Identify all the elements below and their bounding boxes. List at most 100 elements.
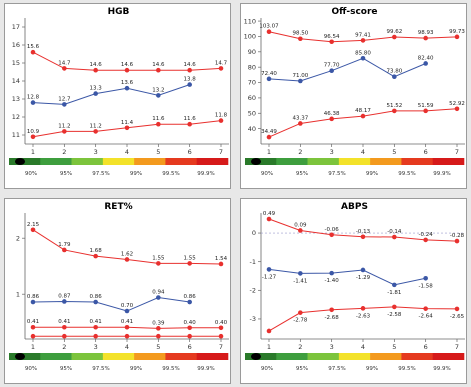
data-label: -0.24 xyxy=(419,232,434,238)
data-point xyxy=(62,299,67,304)
y-tick-label: 12 xyxy=(12,113,20,121)
data-label: 14.6 xyxy=(152,62,165,68)
scale-percent-label: 95% xyxy=(60,171,72,177)
scale-segment xyxy=(134,158,166,165)
data-label: 13.8 xyxy=(184,77,197,83)
scale-percent-label: 95% xyxy=(296,171,308,177)
data-point xyxy=(423,237,428,243)
x-tick-label: 7 xyxy=(455,148,459,156)
data-point xyxy=(187,67,192,73)
scale-segment xyxy=(165,158,198,165)
data-label: 1.79 xyxy=(58,242,71,248)
scale-segment xyxy=(432,353,465,360)
data-point xyxy=(329,116,334,122)
data-label: 0.09 xyxy=(294,222,307,228)
x-tick-label: 6 xyxy=(424,343,428,351)
data-label: -2.78 xyxy=(293,318,308,324)
data-point xyxy=(187,333,192,339)
data-point xyxy=(30,134,36,140)
x-tick-label: 1 xyxy=(267,148,271,156)
data-label: 0.41 xyxy=(90,319,102,325)
data-label: 11.2 xyxy=(90,123,102,129)
data-label: 77.70 xyxy=(324,63,340,69)
scale-percent-label: 99.9% xyxy=(197,366,214,372)
data-point xyxy=(329,270,334,276)
data-label: -1.40 xyxy=(325,278,340,284)
data-point xyxy=(218,325,224,331)
data-label: 98.50 xyxy=(292,31,308,37)
x-tick-label: 2 xyxy=(62,148,66,156)
data-point xyxy=(392,34,397,40)
scale-percent-label: 97.5% xyxy=(92,366,109,372)
scale-percent-label: 99.5% xyxy=(162,171,179,177)
scale-percent-label: 90% xyxy=(261,366,273,372)
data-point xyxy=(392,282,397,288)
data-label: 14.7 xyxy=(215,60,228,66)
scale-percent-label: 90% xyxy=(261,171,273,177)
scale-percent-label: 90% xyxy=(25,366,37,372)
x-tick-label: 4 xyxy=(125,343,129,351)
scale-segment xyxy=(401,158,434,165)
data-point xyxy=(30,227,36,233)
y-tick-label: 80 xyxy=(248,63,256,71)
data-label: 10.9 xyxy=(27,129,40,135)
chart-panel-ret: RET% 1 2 1 2 3 4 5 6 7 2.15 1.79 1.68 1.62 1.55 1.55 1.5… xyxy=(4,198,231,384)
x-tick-label: 5 xyxy=(156,148,160,156)
scale-percent-label: 99.5% xyxy=(162,366,179,372)
data-label: 1.55 xyxy=(152,255,165,261)
y-tick-label: 60 xyxy=(248,94,256,102)
scale-segment xyxy=(401,353,434,360)
scale-marker xyxy=(15,158,25,165)
data-label: 0.86 xyxy=(27,294,40,300)
scale-segment xyxy=(338,158,371,165)
data-label: 51.59 xyxy=(418,103,434,109)
data-label: 11.2 xyxy=(58,123,70,129)
data-label: 14.6 xyxy=(121,62,134,68)
data-point xyxy=(218,333,224,339)
series-line xyxy=(32,84,190,105)
data-point xyxy=(329,307,334,313)
scale-percent-label: 97.5% xyxy=(328,366,345,372)
data-label: 13.3 xyxy=(90,86,103,92)
data-label: 73.80 xyxy=(386,69,402,75)
data-point xyxy=(93,253,98,259)
data-point xyxy=(392,304,397,310)
scale-segment xyxy=(432,158,465,165)
data-label: 0.86 xyxy=(90,294,103,300)
data-label: 1.68 xyxy=(90,248,103,254)
data-point xyxy=(93,67,98,73)
x-tick-label: 2 xyxy=(298,343,302,351)
data-point xyxy=(360,113,366,119)
data-label: 99.73 xyxy=(449,29,465,35)
data-point xyxy=(93,324,98,330)
y-tick-label: 17 xyxy=(12,23,20,31)
scale-segment xyxy=(276,158,308,165)
data-point xyxy=(392,74,397,79)
data-label: 12.8 xyxy=(27,95,40,101)
data-point xyxy=(360,306,366,311)
scale-segment xyxy=(134,353,166,360)
scale-segment xyxy=(102,353,135,360)
data-point xyxy=(30,299,36,305)
y-tick-label: -1 xyxy=(250,258,256,266)
data-point xyxy=(423,61,428,66)
chart-panel-abps: ABPS -3 -2 -1 0 1 2 3 4 5 6 7 0.49 0.09 -0.06 -0.13 -0.1… xyxy=(240,198,467,384)
scale-percent-label: 97.5% xyxy=(328,171,345,177)
scale-marker xyxy=(15,353,25,360)
data-label: 0.41 xyxy=(58,319,70,325)
data-point xyxy=(156,93,161,98)
scale-marker xyxy=(251,353,261,360)
data-point xyxy=(423,108,428,114)
data-point xyxy=(266,76,272,82)
data-point xyxy=(266,134,272,140)
data-point xyxy=(187,325,192,331)
data-point xyxy=(298,36,303,42)
data-point xyxy=(329,39,334,45)
x-tick-label: 2 xyxy=(298,148,302,156)
data-point xyxy=(62,324,67,330)
data-label: 0.41 xyxy=(27,319,39,325)
data-label: 11.8 xyxy=(215,113,228,119)
x-tick-label: 5 xyxy=(392,343,396,351)
data-label: 34.49 xyxy=(261,129,277,135)
y-tick-label: -2 xyxy=(250,287,256,295)
